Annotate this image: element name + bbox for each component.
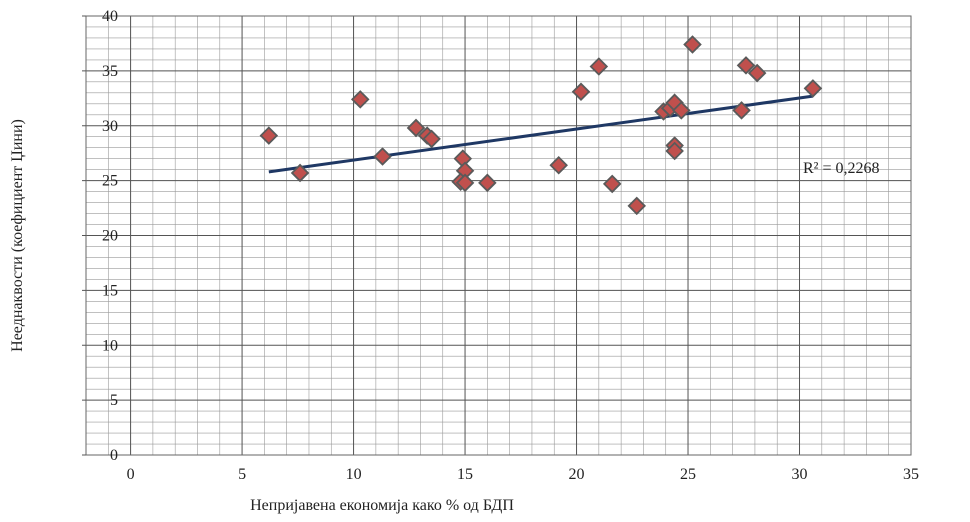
x-tick-label: 5: [238, 466, 246, 483]
data-point: [747, 63, 767, 83]
x-tick-label: 0: [127, 466, 135, 483]
data-point: [478, 173, 497, 193]
data-point: [406, 118, 426, 138]
y-tick-label: 20: [102, 228, 118, 245]
r-squared-label: R² = 0,2268: [803, 160, 880, 177]
data-point: [683, 35, 702, 54]
y-tick-label: 25: [102, 173, 118, 190]
y-tick-label: 0: [110, 447, 118, 464]
data-point: [259, 126, 279, 145]
data-point: [665, 141, 684, 161]
data-point: [350, 90, 370, 109]
data-point: [627, 196, 647, 216]
data-point: [736, 56, 756, 75]
data-point: [571, 82, 591, 102]
data-point: [589, 57, 609, 76]
y-tick-label: 40: [102, 8, 118, 25]
data-point: [422, 129, 441, 149]
trendline: [268, 94, 814, 174]
y-tick-label: 5: [110, 392, 118, 409]
x-tick-label: 10: [346, 466, 362, 483]
data-point: [602, 174, 622, 194]
y-tick-label: 35: [102, 63, 118, 80]
x-tick-label: 30: [792, 466, 808, 483]
y-tick-label: 15: [102, 282, 118, 299]
data-points: [259, 35, 823, 216]
data-point: [373, 147, 392, 166]
x-axis-title: Непријавена економија како % од БДП: [250, 497, 514, 514]
data-point: [732, 101, 751, 120]
x-tick-label: 25: [680, 466, 696, 483]
x-tick-label: 20: [569, 466, 585, 483]
y-tick-label: 30: [102, 118, 118, 135]
data-point: [672, 101, 691, 120]
y-tick-label: 10: [102, 337, 118, 354]
x-tick-label: 35: [903, 466, 919, 483]
data-point: [290, 163, 310, 183]
x-tick-label: 15: [457, 466, 473, 483]
y-axis-ticks: 0 5 10 15 20 25 30 35 40: [82, 8, 118, 464]
data-point: [803, 79, 823, 98]
data-point: [549, 155, 568, 175]
y-axis-title: Нееднаквости (коефициент Џини): [9, 119, 26, 352]
x-axis-ticks: 0 5 10 15 20 25 30 35: [127, 466, 919, 483]
data-point: [455, 173, 475, 193]
